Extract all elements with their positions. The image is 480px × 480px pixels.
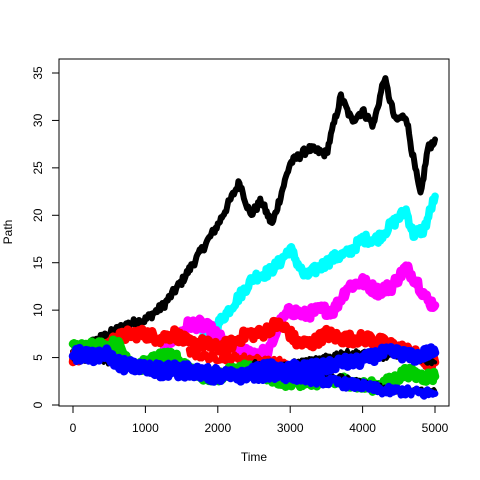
x-tick-label: 0 (70, 421, 77, 435)
y-tick-label: 10 (31, 303, 45, 317)
x-tick-label: 3000 (277, 421, 304, 435)
x-tick-label: 1000 (132, 421, 159, 435)
series-10 (69, 350, 439, 400)
y-tick-label: 30 (31, 113, 45, 127)
series-line (69, 350, 439, 400)
y-tick-label: 20 (31, 208, 45, 222)
series-layer (68, 75, 440, 400)
series-line (70, 75, 438, 357)
series-line (68, 316, 440, 372)
series-0 (70, 75, 438, 357)
x-tick-label: 4000 (349, 421, 376, 435)
x-axis-title: Time (241, 450, 268, 464)
series-line (155, 261, 440, 363)
x-tick-label: 5000 (422, 421, 449, 435)
series-line (185, 346, 297, 378)
series-3 (68, 316, 440, 372)
x-tick-label: 2000 (204, 421, 231, 435)
series-4 (185, 346, 297, 378)
y-axis-title: Path (1, 220, 15, 245)
y-tick-label: 0 (31, 401, 45, 408)
series-line (199, 192, 439, 345)
series-1 (199, 192, 439, 345)
y-tick-label: 35 (31, 66, 45, 80)
y-tick-label: 5 (31, 354, 45, 361)
series-2 (155, 261, 440, 363)
y-tick-label: 25 (31, 161, 45, 175)
axes-layer: 0 1000 2000 3000 4000 5000 0 5 10 15 20 25 30 35 (31, 66, 449, 435)
y-tick-label: 15 (31, 256, 45, 270)
